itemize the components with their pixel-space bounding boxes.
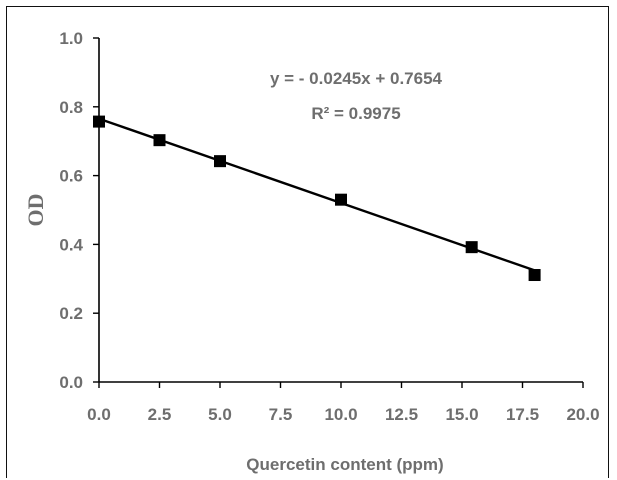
y-tick-label: 0.8: [59, 98, 83, 117]
x-tick-label: 10.0: [324, 405, 357, 424]
x-tick-label: 12.5: [385, 405, 418, 424]
trendline: [98, 117, 535, 272]
x-axis-title: Quercetin content (ppm): [246, 455, 443, 474]
chart-frame: [6, 6, 609, 478]
y-tick-label: 0.0: [59, 373, 83, 392]
x-tick-label: 5.0: [208, 405, 232, 424]
data-points: [93, 115, 541, 282]
x-tick-label: 17.5: [506, 405, 539, 424]
y-tick-label: 0.4: [59, 235, 83, 254]
data-point: [465, 241, 478, 254]
x-tick-label: 20.0: [566, 405, 599, 424]
equation-annotation: y = - 0.0245x + 0.7654: [270, 69, 443, 88]
x-tick-label: 15.0: [445, 405, 478, 424]
data-point: [93, 115, 105, 128]
data-point: [153, 134, 166, 147]
x-axis-ticks: 0.0 2.5 5.0 7.5 10.0 12.5 15.0 17.5 20.0: [87, 382, 600, 424]
y-axis-ticks: 0.0 0.2 0.4 0.6 0.8 1.0: [59, 29, 99, 392]
y-tick-label: 0.6: [59, 167, 83, 186]
data-point: [528, 269, 541, 282]
data-point: [214, 155, 226, 168]
x-tick-label: 2.5: [148, 405, 172, 424]
x-tick-label: 7.5: [269, 405, 293, 424]
r-squared-annotation: R² = 0.9975: [311, 104, 400, 123]
y-tick-label: 1.0: [59, 29, 83, 48]
data-point: [335, 193, 347, 206]
x-tick-label: 0.0: [87, 405, 111, 424]
y-tick-label: 0.2: [59, 304, 83, 323]
y-axis-title: OD: [23, 194, 48, 227]
